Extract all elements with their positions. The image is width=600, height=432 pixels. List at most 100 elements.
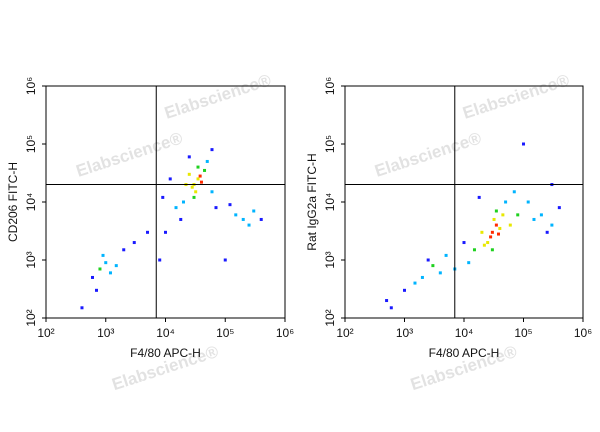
event-point	[199, 180, 203, 184]
event-point	[196, 165, 200, 169]
event-point	[196, 177, 200, 181]
event-point	[234, 213, 238, 217]
event-point	[516, 213, 520, 217]
y-tick-label: 10⁵	[24, 135, 38, 153]
plot-frame	[344, 85, 584, 319]
x-tick-label: 10²	[336, 326, 353, 340]
event-point	[247, 223, 251, 227]
event-point	[252, 209, 256, 213]
event-point	[490, 248, 494, 252]
event-point	[98, 267, 102, 271]
event-point	[158, 258, 162, 262]
event-point	[389, 306, 393, 310]
event-point	[179, 217, 183, 221]
event-point	[539, 213, 543, 217]
event-point	[241, 217, 245, 221]
event-point	[492, 217, 496, 221]
event-point	[210, 190, 214, 194]
event-point	[146, 230, 150, 234]
event-point	[164, 230, 167, 234]
event-point	[532, 217, 536, 221]
x-tick-label: 10⁶	[574, 326, 592, 340]
event-point	[104, 261, 108, 265]
x-axis-label: F4/80 APC-H	[130, 346, 201, 360]
x-tick-label: 10⁴	[156, 326, 175, 340]
event-point	[198, 174, 202, 178]
event-point	[194, 190, 198, 194]
event-point	[192, 195, 196, 199]
watermark: Elabscience®	[74, 128, 186, 180]
event-point	[132, 241, 136, 245]
event-point	[438, 271, 442, 275]
event-point	[205, 159, 209, 163]
event-point	[477, 195, 481, 199]
event-point	[504, 200, 508, 204]
event-point	[480, 230, 484, 234]
x-tick-label: 10⁵	[514, 326, 532, 340]
event-point	[498, 226, 502, 230]
event-point	[501, 213, 505, 217]
event-point	[210, 148, 214, 152]
event-point	[420, 275, 424, 279]
event-point	[181, 200, 185, 204]
event-point	[403, 288, 406, 292]
event-point	[550, 223, 554, 227]
plot-frame	[45, 85, 286, 319]
event-point	[467, 261, 471, 265]
x-axis-label: F4/80 APC-H	[429, 346, 500, 360]
event-point	[259, 217, 263, 221]
event-point	[512, 190, 516, 194]
event-point	[545, 230, 549, 234]
x-tick-label: 10²	[37, 326, 54, 340]
event-point	[426, 258, 430, 262]
event-point	[385, 299, 389, 303]
event-point	[203, 168, 207, 172]
event-point	[494, 209, 498, 213]
event-point	[472, 248, 476, 252]
event-point	[114, 264, 118, 268]
x-tick-label: 10⁴	[455, 326, 474, 340]
event-point	[168, 177, 172, 181]
event-point	[494, 223, 498, 227]
event-point	[223, 258, 227, 262]
y-tick-label: 10³	[24, 251, 38, 268]
event-point	[90, 275, 94, 279]
event-point	[108, 271, 112, 275]
event-point	[486, 241, 490, 245]
event-point	[557, 206, 561, 210]
event-point	[101, 253, 105, 257]
y-tick-label: 10⁶	[323, 77, 337, 95]
event-point	[522, 142, 525, 146]
y-axis-label: Rat IgG2a FITC-H	[305, 153, 319, 250]
event-point	[482, 243, 486, 247]
event-point	[174, 206, 178, 210]
event-point	[122, 248, 126, 252]
event-point	[161, 195, 165, 199]
y-tick-label: 10⁴	[24, 193, 38, 212]
event-point	[228, 203, 232, 207]
event-point	[187, 172, 191, 176]
event-point	[94, 288, 98, 292]
y-tick-label: 10⁴	[323, 193, 337, 212]
watermark: Elabscience®	[162, 70, 274, 122]
event-point	[214, 206, 218, 210]
event-point	[496, 232, 500, 236]
event-point	[508, 223, 512, 227]
x-tick-label: 10⁵	[216, 326, 234, 340]
event-point	[190, 185, 194, 189]
event-point	[80, 306, 84, 310]
event-point	[444, 253, 448, 257]
event-point	[431, 264, 435, 268]
y-axis-label: CD206 FITC-H	[6, 162, 20, 242]
watermark: Elabscience®	[460, 70, 572, 122]
y-tick-label: 10²	[323, 309, 337, 326]
event-point	[526, 200, 530, 204]
event-point	[413, 281, 417, 285]
x-tick-label: 10³	[396, 326, 413, 340]
y-tick-label: 10⁵	[323, 135, 337, 153]
event-point	[187, 155, 191, 159]
y-tick-label: 10⁶	[24, 77, 38, 95]
x-tick-label: 10⁶	[276, 326, 294, 340]
event-point	[462, 241, 466, 245]
